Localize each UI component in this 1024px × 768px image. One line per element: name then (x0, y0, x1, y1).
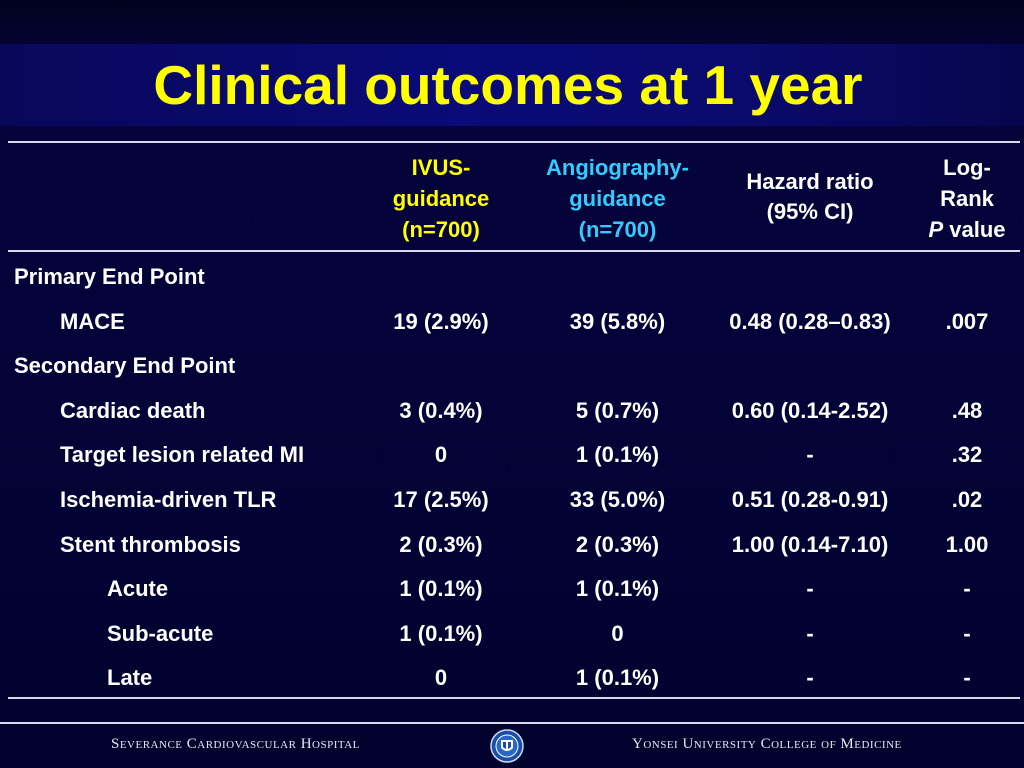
row-label: Acute (107, 576, 169, 601)
header-p-suffix: value (943, 217, 1006, 242)
footer-rule (0, 722, 1024, 724)
cell-p-value: - (963, 665, 971, 690)
table-header-rule (8, 250, 1020, 252)
cell-p-value: .48 (951, 398, 983, 423)
cell-p-value: 1.00 (945, 532, 989, 557)
cell-p-value: .007 (945, 309, 989, 334)
cell-p-value: .02 (951, 487, 983, 512)
table-row: MACE 19 (2.9%) 39 (5.8%) 0.48 (0.28–0.83) .0… (0, 307, 1024, 337)
table-bottom-rule (8, 697, 1020, 699)
header-ivus-line: IVUS- (411, 155, 471, 180)
cell-angiography: 1 (0.1%) (575, 665, 660, 690)
row-label: Sub-acute (107, 621, 214, 646)
cell-angiography: 5 (0.7%) (575, 398, 660, 423)
header-angio-line: guidance (569, 186, 666, 211)
slide-title: Clinical outcomes at 1 year (153, 54, 863, 116)
cell-angiography: 1 (0.1%) (575, 576, 660, 601)
header-angiography-guidance: Angiography- guidance (n=700) (525, 152, 710, 245)
cell-ivus: 19 (2.9%) (393, 309, 489, 334)
table-row: Stent thrombosis 2 (0.3%) 2 (0.3%) 1.00 (0.… (0, 530, 1024, 560)
header-angio-line: Angiography- (546, 155, 689, 180)
cell-hazard-ratio: - (806, 576, 814, 601)
table-row: Late 0 1 (0.1%) - - (0, 663, 1024, 693)
cell-p-value: - (963, 621, 971, 646)
table-row: Sub-acute 1 (0.1%) 0 - - (0, 619, 1024, 649)
cell-ivus: 3 (0.4%) (399, 398, 483, 423)
university-shield-emblem-icon (490, 729, 524, 763)
header-p-italic: P (928, 217, 944, 242)
row-label: Target lesion related MI (60, 442, 305, 467)
cell-hazard-ratio: 0.51 (0.28-0.91) (731, 487, 889, 512)
header-hazard-ratio: Hazard ratio (95% CI) (720, 167, 900, 227)
header-angio-line: (n=700) (578, 217, 657, 242)
cell-ivus: 17 (2.5%) (393, 487, 489, 512)
cell-hazard-ratio: - (806, 665, 814, 690)
header-ivus-line: guidance (392, 186, 490, 211)
table-row: Cardiac death 3 (0.4%) 5 (0.7%) 0.60 (0.14-… (0, 396, 1024, 426)
cell-hazard-ratio: 0.48 (0.28–0.83) (729, 309, 891, 334)
header-hr-line: (95% CI) (766, 199, 854, 224)
header-p-line: Log- (943, 155, 991, 180)
header-ivus-line: (n=700) (402, 217, 480, 242)
cell-p-value: .32 (951, 442, 983, 467)
table-row: Target lesion related MI 0 1 (0.1%) - .32 (0, 440, 1024, 470)
cell-ivus: 1 (0.1%) (399, 621, 483, 646)
table-row: Ischemia-driven TLR 17 (2.5%) 33 (5.0%) 0.5… (0, 485, 1024, 515)
cell-hazard-ratio: 1.00 (0.14-7.10) (731, 532, 889, 557)
row-label: MACE (60, 309, 125, 334)
cell-p-value: - (963, 576, 971, 601)
cell-hazard-ratio: - (806, 442, 814, 467)
row-label: Stent thrombosis (60, 532, 241, 557)
header-hr-line: Hazard ratio (746, 169, 874, 194)
table-row: Acute 1 (0.1%) 1 (0.1%) - - (0, 574, 1024, 604)
cell-ivus: 0 (434, 442, 448, 467)
cell-ivus: 2 (0.3%) (399, 532, 483, 557)
row-label: Secondary End Point (14, 353, 236, 378)
cell-angiography: 33 (5.0%) (569, 487, 666, 512)
footer-hospital-name: Severance Cardiovascular Hospital (111, 736, 360, 752)
cell-hazard-ratio: 0.60 (0.14-2.52) (731, 398, 889, 423)
cell-angiography: 0 (611, 621, 624, 646)
table-row: Primary End Point (0, 262, 1024, 292)
header-ivus-guidance: IVUS- guidance (n=700) (370, 152, 512, 245)
header-p-line: Rank (940, 186, 994, 211)
table-top-rule (8, 141, 1020, 143)
footer-college-name: Yonsei University College of Medicine (632, 736, 902, 752)
header-log-rank-p-value: Log- Rank P value (915, 152, 1019, 245)
cell-angiography: 1 (0.1%) (575, 442, 660, 467)
cell-angiography: 2 (0.3%) (575, 532, 660, 557)
title-band (0, 44, 1024, 126)
row-label: Cardiac death (60, 398, 206, 423)
table-row: Secondary End Point (0, 351, 1024, 381)
row-label: Primary End Point (14, 264, 205, 289)
cell-hazard-ratio: - (806, 621, 814, 646)
row-label: Late (107, 665, 153, 690)
cell-ivus: 1 (0.1%) (399, 576, 483, 601)
cell-ivus: 0 (434, 665, 448, 690)
cell-angiography: 39 (5.8%) (569, 309, 666, 334)
row-label: Ischemia-driven TLR (60, 487, 277, 512)
header-p-line-3: P value (915, 214, 1019, 245)
